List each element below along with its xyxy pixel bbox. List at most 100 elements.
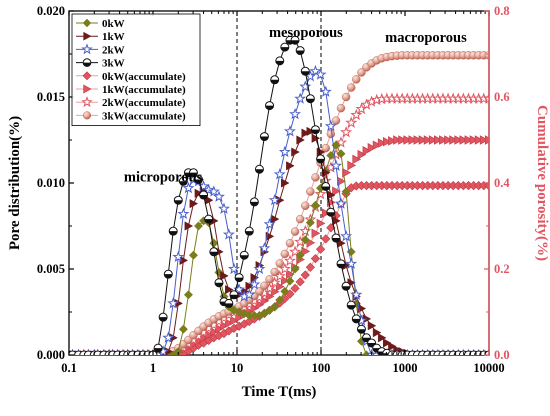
data-point [310, 125, 320, 135]
data-point [336, 149, 346, 159]
data-point [295, 46, 305, 56]
data-point [300, 270, 310, 280]
data-point [367, 143, 377, 153]
data-point [340, 230, 353, 242]
legend-item: 3kW(accumulate) [76, 110, 186, 122]
data-point [300, 235, 310, 245]
data-point [388, 136, 397, 146]
data-point [459, 135, 469, 145]
x-tick-label: 1 [150, 361, 156, 375]
data-point [290, 35, 300, 45]
data-point [253, 262, 266, 275]
legend-label: 2kW [102, 44, 125, 56]
data-point [188, 168, 198, 178]
data-point [194, 175, 203, 185]
legend-marker [82, 71, 92, 81]
data-point [265, 101, 275, 111]
data-point [398, 135, 407, 145]
data-point [336, 103, 346, 113]
data-point [173, 195, 183, 205]
data-point [346, 300, 356, 310]
data-point [239, 250, 249, 260]
data-point [286, 161, 295, 171]
data-point [218, 202, 230, 214]
data-point [311, 173, 320, 182]
data-point [388, 341, 397, 352]
data-point [331, 116, 341, 125]
data-point [347, 160, 357, 171]
y2-tick-label: 0.4 [494, 176, 510, 190]
x-tick-label: 10000 [473, 361, 504, 375]
data-point [326, 150, 336, 161]
data-point [336, 259, 346, 269]
y-tick-label: 0.005 [37, 262, 65, 276]
data-point [341, 92, 351, 102]
data-point [259, 132, 269, 142]
data-point [220, 321, 229, 331]
data-point [214, 278, 224, 288]
data-point [168, 226, 178, 236]
series-3kw [69, 35, 489, 355]
data-point [280, 275, 290, 286]
data-point [305, 94, 315, 104]
legend-label: 1kW [102, 31, 125, 43]
legend-label: 1kW(accumulate) [102, 84, 186, 96]
data-point [314, 68, 327, 80]
data-point [330, 159, 343, 171]
y2-tick-label: 0.6 [494, 90, 510, 104]
data-point [153, 343, 163, 353]
y2-tick-label: 0.2 [494, 262, 510, 276]
data-point [372, 140, 382, 150]
data-point [295, 214, 305, 224]
data-point [362, 146, 372, 156]
data-point [352, 75, 361, 84]
data-point [341, 281, 351, 291]
data-point [464, 135, 474, 145]
data-point [310, 254, 321, 264]
data-point [285, 276, 295, 286]
legend-item: 3kW [76, 58, 125, 70]
data-point [377, 333, 387, 343]
data-point [280, 42, 290, 52]
data-point [172, 250, 185, 263]
data-point [408, 135, 418, 145]
data-point [306, 126, 316, 137]
data-point [249, 197, 259, 207]
data-point [289, 245, 302, 257]
data-point [283, 254, 296, 266]
y-tick-label: 0.020 [37, 4, 65, 18]
series-line [69, 39, 489, 355]
data-point [321, 143, 331, 153]
x-tick-label: 1000 [393, 361, 418, 375]
data-point [305, 218, 315, 228]
data-point [275, 295, 285, 305]
data-point [316, 154, 326, 164]
data-point [270, 302, 280, 312]
data-point [290, 283, 300, 293]
data-point [350, 288, 363, 300]
data-point [163, 269, 173, 279]
legend-label: 2kW(accumulate) [102, 97, 186, 109]
data-point [418, 135, 428, 145]
data-point [227, 262, 240, 275]
data-point [182, 181, 195, 194]
series-line [69, 70, 489, 355]
data-point [290, 264, 300, 274]
data-point [342, 167, 351, 178]
data-point [204, 214, 214, 224]
data-point [383, 338, 392, 348]
data-point [278, 145, 291, 158]
data-point [469, 135, 479, 145]
data-point [193, 221, 204, 231]
data-point [263, 218, 276, 230]
data-point [301, 201, 310, 211]
x-tick-label: 10 [231, 361, 244, 375]
legend-label: 0kW(accumulate) [102, 71, 186, 83]
annotation-layer: microporous mesoporous macroporous [124, 25, 467, 185]
axes-layer: 0.1 1 10 100 1000 10000 0.000 0.005 0.010 0.015 0.… [37, 4, 511, 375]
y2-tick-label: 0.0 [494, 348, 510, 362]
y2-tick-label: 0.8 [494, 4, 510, 18]
